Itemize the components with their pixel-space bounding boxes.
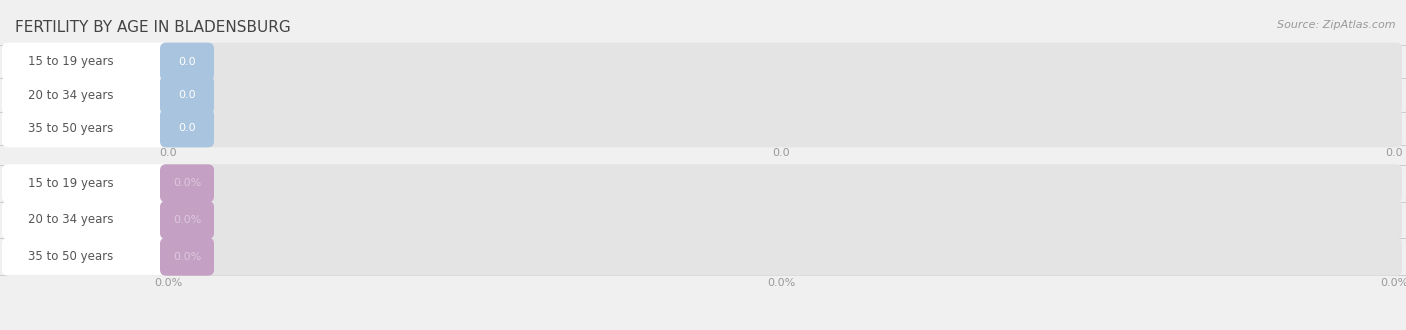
FancyBboxPatch shape: [1, 238, 169, 276]
Text: 35 to 50 years: 35 to 50 years: [28, 250, 114, 263]
FancyBboxPatch shape: [160, 164, 214, 202]
FancyBboxPatch shape: [160, 43, 214, 81]
Text: FERTILITY BY AGE IN BLADENSBURG: FERTILITY BY AGE IN BLADENSBURG: [15, 20, 291, 35]
Text: 0.0: 0.0: [179, 90, 195, 100]
FancyBboxPatch shape: [160, 238, 1402, 276]
Text: 20 to 34 years: 20 to 34 years: [28, 214, 114, 226]
FancyBboxPatch shape: [1, 109, 169, 147]
FancyBboxPatch shape: [160, 201, 214, 239]
Text: 15 to 19 years: 15 to 19 years: [28, 55, 114, 68]
FancyBboxPatch shape: [160, 76, 1402, 114]
Text: 35 to 50 years: 35 to 50 years: [28, 122, 114, 135]
Text: 0.0: 0.0: [1385, 148, 1403, 158]
Text: 0.0%: 0.0%: [173, 252, 201, 262]
Text: 0.0%: 0.0%: [766, 278, 796, 288]
Text: 0.0%: 0.0%: [173, 215, 201, 225]
FancyBboxPatch shape: [160, 109, 214, 147]
FancyBboxPatch shape: [1, 164, 169, 202]
Text: 0.0%: 0.0%: [1379, 278, 1406, 288]
FancyBboxPatch shape: [160, 43, 1402, 81]
FancyBboxPatch shape: [160, 76, 214, 114]
Text: 0.0: 0.0: [772, 148, 790, 158]
Text: 20 to 34 years: 20 to 34 years: [28, 88, 114, 102]
FancyBboxPatch shape: [160, 164, 1402, 202]
FancyBboxPatch shape: [160, 238, 214, 276]
Text: 0.0%: 0.0%: [173, 178, 201, 188]
FancyBboxPatch shape: [1, 201, 169, 239]
Text: 0.0: 0.0: [179, 57, 195, 67]
FancyBboxPatch shape: [160, 201, 1402, 239]
Text: Source: ZipAtlas.com: Source: ZipAtlas.com: [1278, 20, 1396, 30]
FancyBboxPatch shape: [160, 109, 1402, 147]
FancyBboxPatch shape: [1, 43, 169, 81]
Text: 15 to 19 years: 15 to 19 years: [28, 177, 114, 190]
Text: 0.0: 0.0: [159, 148, 177, 158]
FancyBboxPatch shape: [1, 76, 169, 114]
Text: 0.0: 0.0: [179, 123, 195, 133]
Text: 0.0%: 0.0%: [153, 278, 183, 288]
